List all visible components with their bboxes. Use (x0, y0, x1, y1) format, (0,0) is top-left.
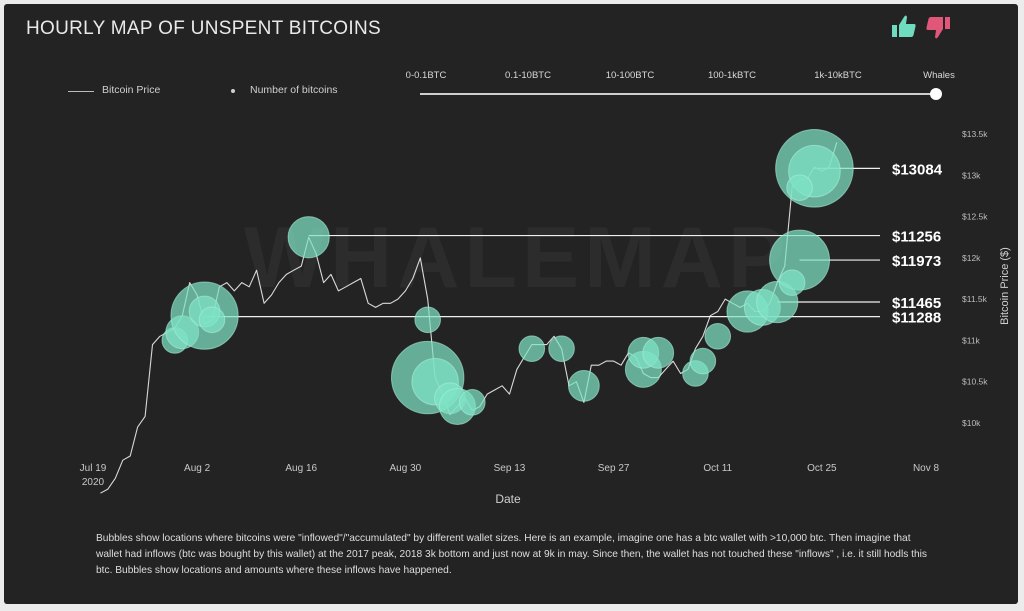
bubble-13 (548, 335, 575, 362)
y-tick-label-2: $11k (962, 335, 981, 345)
bubble-28 (786, 174, 813, 201)
y-tick-label-6: $13k (962, 170, 981, 180)
y-tick-label-5: $12.5k (962, 212, 988, 222)
x-tick-sublabel-0: 2020 (82, 477, 105, 488)
x-tick-label-0: Jul 19 (80, 463, 107, 474)
legend-price-label: Bitcoin Price (102, 84, 161, 96)
bubble-17 (642, 336, 675, 369)
size-option-0[interactable]: 0-0.1BTC (405, 70, 447, 81)
size-option-4[interactable]: 1k-10kBTC (814, 70, 862, 81)
chart-title: HOURLY MAP OF UNSPENT BITCOINS (26, 18, 381, 39)
feedback-buttons (892, 15, 950, 39)
y-tick-label-1: $10.5k (962, 377, 988, 387)
x-tick-label-4: Sep 13 (494, 463, 526, 474)
bubble-14 (567, 369, 600, 402)
slider-handle[interactable] (930, 88, 942, 100)
chart-caption: Bubbles show locations where bitcoins we… (96, 533, 927, 576)
x-tick-label-6: Oct 11 (703, 463, 732, 474)
x-tick-label-8: Nov 8 (913, 463, 940, 474)
annotation-label-3: $11465 (892, 295, 941, 312)
x-tick-label-3: Aug 30 (390, 463, 422, 474)
annotation-label-4: $11288 (892, 310, 941, 327)
thumbs-up-icon[interactable] (892, 15, 916, 38)
size-option-3[interactable]: 100-1kBTC (707, 70, 757, 81)
bubble-5 (287, 216, 330, 259)
y-tick-label-7: $13.5k (962, 129, 988, 139)
price-line-swatch (68, 91, 94, 92)
slider-track[interactable] (420, 93, 938, 95)
x-tick-label-1: Aug 2 (184, 463, 211, 474)
bubble-12 (518, 335, 546, 362)
size-option-5[interactable]: Whales (923, 70, 955, 81)
bubble-19 (689, 347, 717, 375)
chart-card: HOURLY MAP OF UNSPENT BITCOINS Bitcoin P… (4, 4, 1018, 604)
x-axis-title: Date (495, 492, 521, 506)
bubble-11 (459, 389, 486, 416)
bubble-6 (414, 306, 441, 334)
legend-count-label: Number of bitcoins (250, 84, 338, 96)
y-tick-label-4: $12k (962, 253, 981, 263)
y-tick-label-0: $10k (962, 418, 981, 428)
size-option-1[interactable]: 0.1-10BTC (505, 70, 551, 81)
watermark: WHALEMAP (244, 209, 790, 308)
bubble-25 (778, 269, 806, 296)
annotation-label-2: $11973 (892, 253, 941, 270)
x-tick-label-2: Aug 16 (285, 463, 317, 474)
x-tick-label-7: Oct 25 (807, 463, 837, 474)
y-tick-label-3: $11.5k (962, 294, 988, 304)
thumbs-down-icon[interactable] (926, 17, 950, 39)
x-tick-label-5: Sep 27 (598, 463, 630, 474)
annotation-label-1: $11256 (892, 229, 941, 246)
bubble-20 (704, 323, 732, 350)
bubble-dot-swatch (231, 89, 235, 93)
price-bubble-chart: $13084 $11256 $11973 $11465$11288 $10k $10.5k… (80, 129, 1011, 506)
annotation-label-0: $13084 (892, 161, 943, 178)
size-option-2[interactable]: 10-100BTC (605, 70, 655, 81)
y-axis-title: Bitcoin Price ($) (999, 247, 1011, 325)
bubble-4 (198, 306, 226, 334)
